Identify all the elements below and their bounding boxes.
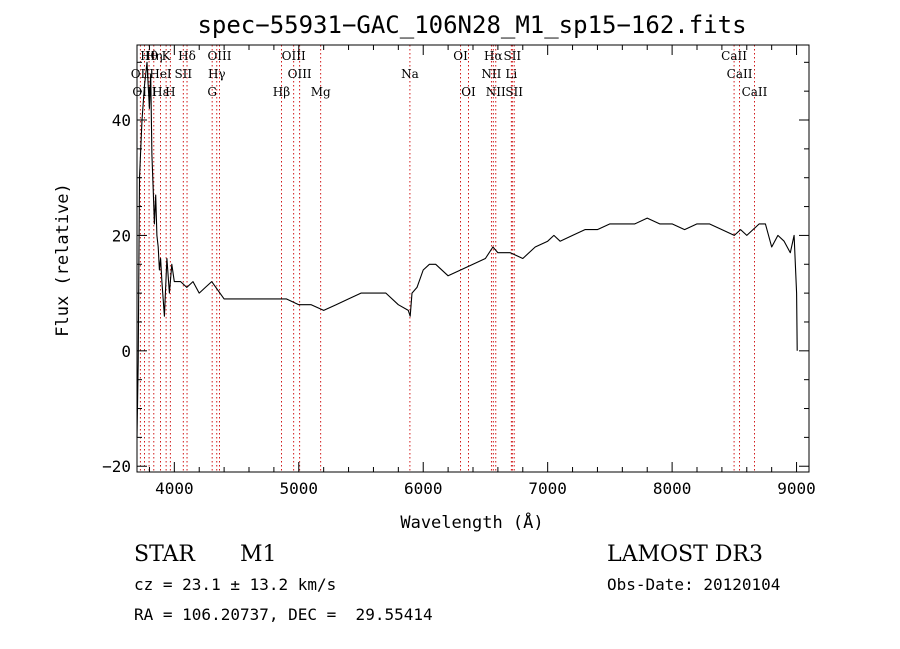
line-label: K: [162, 49, 172, 63]
line-label: OI: [461, 85, 476, 99]
line-label: CaII: [721, 49, 747, 63]
line-label: Hθ: [140, 49, 158, 63]
y-tick-label: 20: [112, 226, 131, 245]
y-tick-label: −20: [102, 457, 131, 476]
line-label: CaII: [727, 67, 753, 81]
line-label: SII: [503, 49, 521, 63]
x-axis-label: Wavelength (Å): [400, 511, 543, 533]
line-label: OIII: [282, 49, 306, 63]
line-label: Li: [505, 67, 517, 81]
line-label: Hβ: [273, 85, 290, 99]
spectral-line-markers: [139, 45, 755, 472]
line-label: OIII: [288, 67, 312, 81]
line-label: OIII: [207, 49, 231, 63]
plot-frame: [136, 44, 810, 473]
spectrum-series-line: [136, 61, 798, 438]
obs-date: Obs-Date: 20120104: [607, 575, 780, 594]
line-label: Hη: [145, 49, 163, 63]
x-tick-label: 5000: [280, 479, 319, 498]
x-axis-ticks: 4000 5000 6000 7000 8000 9000: [148, 45, 816, 498]
object-type: STAR: [134, 542, 196, 567]
line-label: SII: [174, 67, 192, 81]
line-label: OI: [453, 49, 468, 63]
ra-dec-coordinates: RA = 106.20737, DEC = 29.55414: [134, 605, 433, 624]
line-label: Hα: [484, 49, 503, 63]
x-tick-label: 9000: [777, 479, 816, 498]
x-tick-label: 4000: [155, 479, 194, 498]
line-label: H: [165, 85, 175, 99]
y-tick-label: 40: [112, 111, 131, 130]
x-tick-label: 7000: [528, 479, 567, 498]
line-label: Mg: [311, 85, 331, 99]
line-label: CaII: [742, 85, 768, 99]
line-label: HeI: [149, 67, 172, 81]
line-label: Hε: [152, 85, 169, 99]
x-tick-label: 8000: [653, 479, 692, 498]
y-axis-label: Flux (relative): [53, 183, 73, 337]
object-subclass: M1: [240, 542, 277, 567]
line-label: Hγ: [208, 67, 226, 81]
chart-title: spec−55931−GAC_106N28_M1_sp15−162.fits: [197, 11, 746, 39]
line-label: NII: [481, 67, 501, 81]
line-label: NII: [486, 85, 506, 99]
redshift-cz: cz = 23.1 ± 13.2 km/s: [134, 575, 336, 594]
line-label: Na: [401, 67, 419, 81]
line-label: Hδ: [178, 49, 196, 63]
line-label: SII: [505, 85, 523, 99]
y-tick-label: 0: [121, 342, 131, 361]
x-tick-label: 6000: [404, 479, 443, 498]
survey-name: LAMOST DR3: [607, 542, 763, 567]
line-label: G: [207, 85, 217, 99]
y-axis-ticks: −20 0 20 40: [102, 61, 809, 476]
